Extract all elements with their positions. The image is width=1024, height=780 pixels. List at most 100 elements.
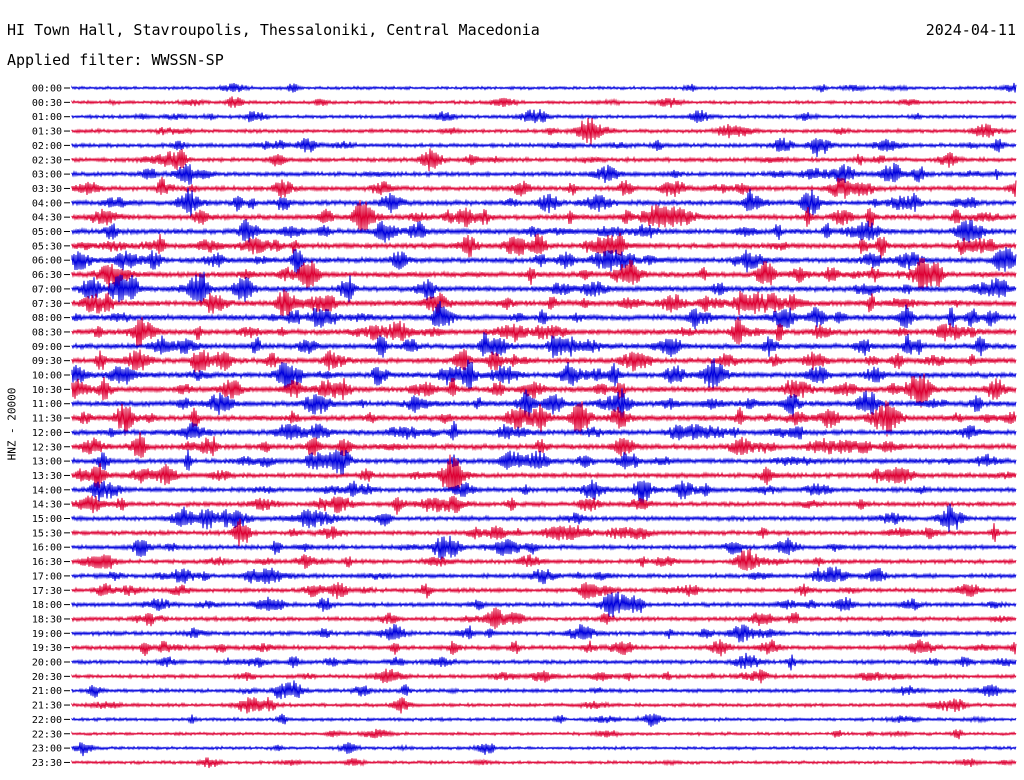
time-tick-label: 03:30 bbox=[32, 184, 62, 195]
trace-line bbox=[71, 479, 1017, 506]
trace-line bbox=[71, 109, 1017, 124]
trace-line bbox=[71, 358, 1017, 391]
trace-line bbox=[71, 300, 1017, 330]
trace-line bbox=[71, 271, 1017, 306]
trace-line bbox=[71, 388, 1017, 421]
time-tick-label: 23:00 bbox=[32, 744, 62, 755]
time-tick-label: 06:00 bbox=[32, 256, 62, 267]
trace-line bbox=[71, 652, 1017, 671]
time-tick-label: 19:00 bbox=[32, 629, 62, 640]
trace-line bbox=[71, 82, 1017, 93]
trace-group bbox=[71, 82, 1017, 769]
trace-line bbox=[71, 332, 1017, 358]
trace-line bbox=[71, 728, 1017, 740]
trace-line bbox=[71, 742, 1017, 757]
trace-line bbox=[71, 137, 1017, 158]
time-tick-label: 11:30 bbox=[32, 414, 62, 425]
trace-line bbox=[71, 582, 1017, 600]
time-tick-label: 21:00 bbox=[32, 686, 62, 697]
trace-line bbox=[71, 668, 1017, 684]
time-tick-label: 22:00 bbox=[32, 715, 62, 726]
time-tick-label: 07:00 bbox=[32, 284, 62, 295]
time-tick-label: 21:30 bbox=[32, 701, 62, 712]
time-tick-label: 09:00 bbox=[32, 342, 62, 353]
time-tick-label: 18:00 bbox=[32, 600, 62, 611]
time-tick-label: 19:30 bbox=[32, 643, 62, 654]
trace-line bbox=[71, 400, 1017, 437]
trace-line bbox=[71, 148, 1017, 172]
trace-line bbox=[71, 503, 1017, 533]
time-tick-label: 02:30 bbox=[32, 155, 62, 166]
time-tick-label: 08:00 bbox=[32, 313, 62, 324]
time-tick-label: 18:30 bbox=[32, 614, 62, 625]
time-tick-label: 22:30 bbox=[32, 729, 62, 740]
time-tick-label: 01:00 bbox=[32, 112, 62, 123]
trace-line bbox=[71, 432, 1017, 458]
header: HI Town Hall, Stavroupolis, Thessaloniki… bbox=[0, 0, 1024, 74]
trace-line bbox=[71, 591, 1017, 618]
time-tick-label: 13:00 bbox=[32, 457, 62, 468]
trace-line bbox=[71, 454, 1017, 496]
trace-line bbox=[71, 623, 1017, 643]
time-tick-label: 00:30 bbox=[32, 98, 62, 109]
time-tick-label: 20:30 bbox=[32, 672, 62, 683]
trace-line bbox=[71, 713, 1017, 727]
time-tick-label: 11:00 bbox=[32, 399, 62, 410]
trace-line bbox=[71, 288, 1017, 317]
trace-line bbox=[71, 348, 1017, 373]
time-tick-label: 02:00 bbox=[32, 141, 62, 152]
time-tick-label: 16:30 bbox=[32, 557, 62, 568]
trace-line bbox=[71, 117, 1017, 145]
time-tick-label: 05:30 bbox=[32, 241, 62, 252]
time-tick-label: 08:30 bbox=[32, 327, 62, 338]
trace-line bbox=[71, 316, 1017, 349]
time-tick-label: 09:30 bbox=[32, 356, 62, 367]
trace-line bbox=[71, 757, 1017, 769]
time-tick-label: 04:30 bbox=[32, 213, 62, 224]
trace-line bbox=[71, 219, 1017, 243]
time-tick-label: 20:00 bbox=[32, 658, 62, 669]
trace-line bbox=[71, 176, 1017, 199]
time-tick-label: 13:30 bbox=[32, 471, 62, 482]
time-tick-label: 14:00 bbox=[32, 485, 62, 496]
trace-line bbox=[71, 232, 1017, 259]
time-tick-label: 06:30 bbox=[32, 270, 62, 281]
time-tick-label: 16:00 bbox=[32, 543, 62, 554]
trace-line bbox=[71, 518, 1017, 547]
trace-line bbox=[71, 96, 1017, 108]
trace-line bbox=[71, 495, 1017, 515]
time-tick-group: 00:00 00:30 01:00 01:30 02:00 02:30 03:00 03:30… bbox=[32, 84, 70, 769]
time-tick-label: 17:00 bbox=[32, 571, 62, 582]
time-tick-label: 10:30 bbox=[32, 385, 62, 396]
time-tick-label: 17:30 bbox=[32, 586, 62, 597]
time-tick-label: 14:30 bbox=[32, 500, 62, 511]
time-tick-label: 12:00 bbox=[32, 428, 62, 439]
trace-line bbox=[71, 697, 1017, 714]
time-tick-label: 03:00 bbox=[32, 170, 62, 181]
station-title: HI Town Hall, Stavroupolis, Thessaloniki… bbox=[7, 21, 540, 39]
time-tick-label: 15:30 bbox=[32, 528, 62, 539]
trace-line bbox=[71, 420, 1017, 441]
time-tick-label: 01:30 bbox=[32, 127, 62, 138]
trace-line bbox=[71, 548, 1017, 571]
time-tick-label: 07:30 bbox=[32, 299, 62, 310]
time-tick-label: 15:00 bbox=[32, 514, 62, 525]
time-tick-label: 04:00 bbox=[32, 198, 62, 209]
trace-line bbox=[71, 566, 1017, 585]
trace-line bbox=[71, 607, 1017, 630]
trace-line bbox=[71, 680, 1017, 700]
trace-line bbox=[71, 162, 1017, 185]
filter-label: Applied filter: WWSSN-SP bbox=[7, 51, 224, 69]
trace-line bbox=[71, 373, 1017, 408]
time-tick-label: 23:30 bbox=[32, 758, 62, 769]
trace-line bbox=[71, 535, 1017, 560]
time-tick-label: 10:00 bbox=[32, 371, 62, 382]
trace-line bbox=[71, 257, 1017, 292]
time-tick-label: 12:30 bbox=[32, 442, 62, 453]
time-tick-label: 00:00 bbox=[32, 84, 62, 95]
trace-line bbox=[71, 187, 1017, 220]
trace-line bbox=[71, 449, 1017, 475]
trace-line bbox=[71, 639, 1017, 657]
trace-line bbox=[71, 247, 1017, 275]
